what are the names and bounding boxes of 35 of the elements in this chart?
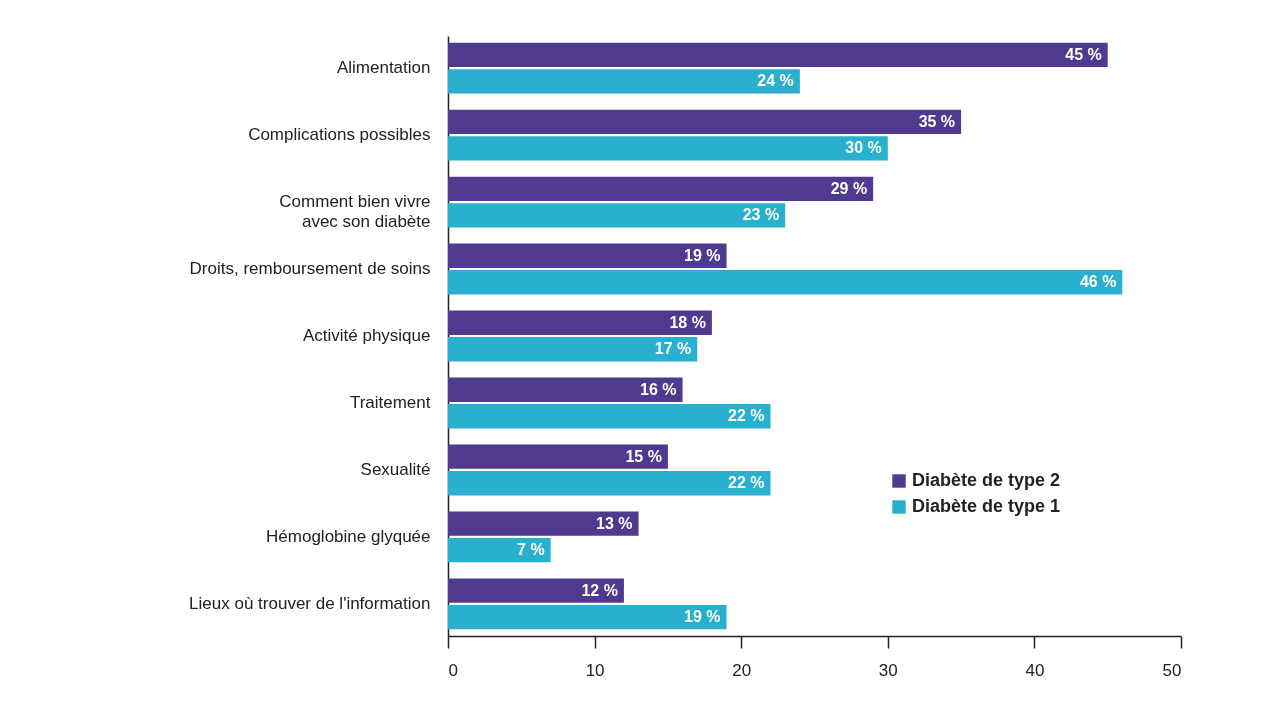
legend-label: Diabète de type 2 [912, 470, 1061, 490]
y-tick-label: Alimentation [336, 58, 431, 78]
data-label: 22 % [728, 474, 765, 492]
data-label: 12 % [581, 581, 618, 599]
data-label: 19 % [684, 246, 721, 264]
data-label: 19 % [684, 608, 721, 626]
x-tick-label: 40 [1025, 660, 1045, 680]
data-label: 30 % [845, 139, 882, 157]
x-tick-label: 50 [1162, 660, 1182, 680]
data-label: 13 % [596, 514, 633, 532]
data-label: 17 % [654, 340, 692, 358]
y-tick-label: Droits, remboursement de soins [189, 259, 431, 279]
x-tick-label: 10 [585, 660, 605, 680]
data-label: 15 % [625, 447, 662, 465]
y-tick-label: Lieux où trouver de l'information [189, 593, 431, 613]
data-label: 46 % [1079, 273, 1117, 291]
y-tick-label: Sexualité [360, 459, 431, 479]
data-label: 22 % [728, 407, 765, 425]
y-tick-label: Complications possibles [248, 125, 431, 145]
y-tick-label: Comment bien vivre avec son diabète [279, 192, 431, 232]
data-label: 18 % [669, 313, 706, 331]
x-tick-label: 20 [732, 660, 752, 680]
x-tick-label: 0 [448, 660, 458, 680]
data-label: 23 % [742, 206, 780, 224]
x-tick-label: 30 [878, 660, 898, 680]
data-label: 45 % [1065, 45, 1102, 63]
data-label: 29 % [830, 179, 868, 197]
y-tick-label: Hémoglobine glyquée [266, 526, 431, 546]
data-label: 16 % [640, 380, 677, 398]
data-label: 24 % [757, 72, 794, 90]
data-label: 7 % [517, 541, 545, 559]
data-label: 35 % [918, 112, 956, 130]
legend-label: Diabète de type 1 [912, 496, 1061, 516]
y-tick-label: Activité physique [302, 326, 431, 345]
y-tick-label: Traitement [349, 392, 431, 412]
